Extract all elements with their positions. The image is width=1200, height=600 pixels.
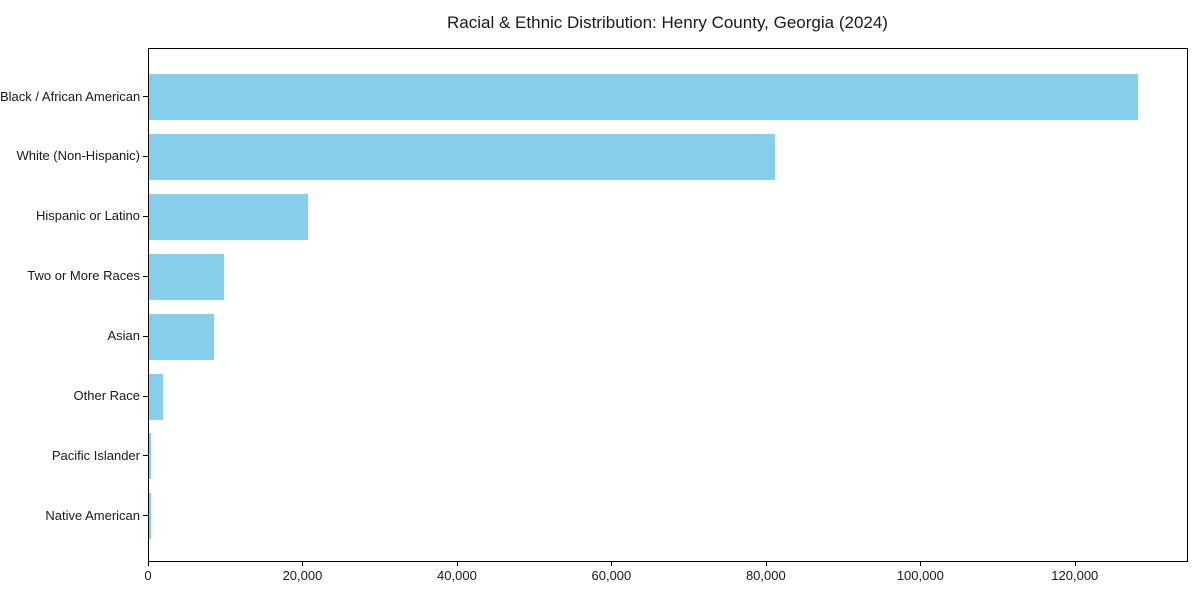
y-tick-mark — [143, 395, 148, 397]
x-tick-mark — [920, 561, 922, 566]
x-tick-label: 40,000 — [437, 568, 477, 583]
y-axis-label-two-or-more-races: Two or More Races — [27, 268, 140, 284]
y-axis-label-pacific-islander: Pacific Islander — [51, 447, 140, 463]
x-tick-mark — [765, 561, 767, 566]
y-tick-mark — [143, 96, 148, 97]
x-tick-mark — [456, 561, 458, 566]
y-tick-mark — [143, 455, 148, 457]
bar-white-non-hispanic — [149, 133, 775, 180]
y-tick-mark — [143, 215, 148, 217]
y-tick-mark — [143, 155, 148, 157]
x-tick-mark — [611, 561, 613, 566]
x-tick-label: 20,000 — [282, 568, 323, 583]
y-axis-label-native-american: Native American — [45, 507, 140, 523]
bar-native-american — [149, 493, 151, 540]
bar-black-african-american — [149, 74, 1138, 120]
plot-area — [148, 48, 1188, 562]
x-tick-label: 0 — [144, 568, 152, 583]
bar-hispanic-or-latino — [149, 193, 309, 240]
bar-asian — [149, 313, 214, 360]
chart-title: Racial & Ethnic Distribution: Henry Coun… — [447, 13, 888, 32]
x-tick-label: 100,000 — [896, 568, 944, 583]
x-tick-label: 60,000 — [591, 568, 632, 583]
y-tick-mark — [143, 275, 148, 277]
x-tick-mark — [1074, 561, 1076, 566]
y-axis-label-other-race: Other Race — [73, 388, 140, 403]
bar-pacific-islander — [149, 433, 151, 480]
y-axis-label-hispanic-or-latino: Hispanic or Latino — [35, 208, 140, 224]
x-tick-mark — [302, 561, 304, 566]
x-tick-label: 80,000 — [745, 568, 786, 583]
y-axis-label-asian: Asian — [107, 328, 140, 344]
y-tick-mark — [143, 335, 148, 337]
bar-other-race — [149, 373, 163, 420]
x-tick-label: 120,000 — [1051, 568, 1099, 583]
x-tick-mark — [148, 561, 149, 566]
y-tick-mark — [143, 515, 148, 517]
bar-two-or-more-races — [149, 253, 224, 300]
y-axis-label-white-non-hispanic: White (Non-Hispanic) — [16, 148, 140, 164]
y-axis-label-black-african-american: Black / African American — [0, 88, 141, 104]
